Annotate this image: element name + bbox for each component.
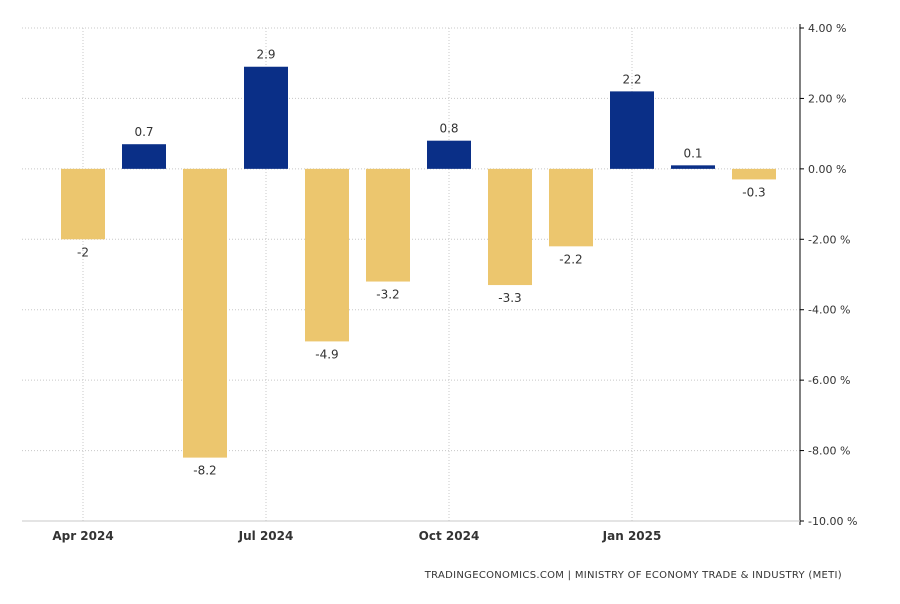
data-label: -3.2 [376,288,399,302]
x-tick-label: Apr 2024 [52,529,113,543]
bar [366,168,410,282]
data-label: -2.2 [559,252,582,266]
y-tick-label: -2.00 % [808,233,850,246]
y-tick-label: 0.00 % [808,163,846,176]
data-label: -8.2 [193,464,216,478]
bar [305,168,349,342]
bar [488,168,532,286]
source-credit: TRADINGECONOMICS.COM | MINISTRY OF ECONO… [424,570,842,581]
bar [671,165,715,169]
x-tick-label: Jul 2024 [238,529,294,543]
x-tick-label: Jan 2025 [602,529,662,543]
bar [183,168,227,458]
bar [427,140,471,169]
data-label: -0.3 [742,185,765,199]
y-tick-label: -6.00 % [808,374,850,387]
bar [610,91,654,169]
bar [732,168,776,180]
y-tick-label: -4.00 % [808,304,850,317]
bar [244,66,288,169]
data-label: 0.7 [134,125,153,139]
y-tick-label: -8.00 % [808,445,850,458]
data-label: -2 [77,245,89,259]
data-label: -4.9 [315,347,338,361]
y-tick-label: -10.00 % [808,515,857,528]
bar [549,168,593,247]
x-tick-label: Oct 2024 [419,529,480,543]
data-label: 0.1 [683,146,702,160]
data-label: 2.9 [256,48,275,62]
data-label: 0.8 [439,122,458,136]
data-label: 2.2 [622,72,641,86]
data-label: -3.3 [498,291,521,305]
y-tick-label: 4.00 % [808,22,846,35]
bar [61,168,105,240]
y-tick-label: 2.00 % [808,92,846,105]
bar [122,144,166,169]
